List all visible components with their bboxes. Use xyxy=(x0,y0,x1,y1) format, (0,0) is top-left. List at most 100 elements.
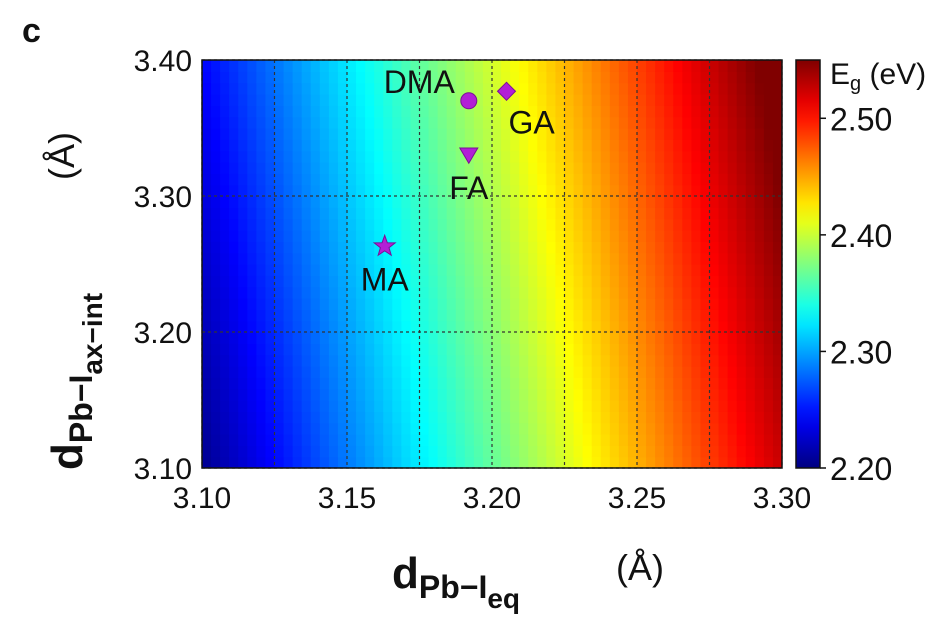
heatmap-cell xyxy=(356,105,366,118)
heatmap-cell xyxy=(519,230,529,242)
heatmap-cell xyxy=(582,422,593,435)
heatmap-cell xyxy=(573,332,584,344)
heatmap-cell xyxy=(772,60,782,72)
heatmap-cell xyxy=(446,309,457,322)
heatmap-cell xyxy=(492,207,502,220)
heatmap-cell xyxy=(627,150,638,163)
heatmap-cell xyxy=(727,388,738,401)
heatmap-cell xyxy=(763,241,774,254)
heatmap-cell xyxy=(446,105,457,118)
heatmap-cell xyxy=(455,150,466,163)
heatmap-cell xyxy=(772,162,782,174)
heatmap-cell xyxy=(519,388,529,401)
heatmap-cell xyxy=(555,320,566,333)
heatmap-cell xyxy=(510,241,520,254)
heatmap-cell xyxy=(745,422,756,435)
heatmap-cell xyxy=(247,150,257,163)
heatmap-cell xyxy=(600,71,611,84)
heatmap-cell xyxy=(410,445,421,458)
heatmap-cell xyxy=(437,230,448,242)
heatmap-cell xyxy=(637,400,647,412)
heatmap-cell xyxy=(528,150,538,163)
heatmap-cell xyxy=(772,71,782,84)
heatmap-cell xyxy=(501,196,511,208)
heatmap-cell xyxy=(691,196,702,208)
heatmap-cell xyxy=(591,456,602,468)
heatmap-cell xyxy=(709,184,720,197)
heatmap-cell xyxy=(564,445,575,458)
heatmap-cell xyxy=(772,264,782,276)
heatmap-cell xyxy=(401,298,412,310)
heatmap-cell xyxy=(419,173,430,186)
heatmap-cell xyxy=(655,434,665,446)
heatmap-cell xyxy=(274,411,285,424)
heatmap-cell xyxy=(736,275,747,288)
heatmap-cell xyxy=(772,116,782,129)
heatmap-cell xyxy=(682,116,692,129)
heatmap-cell xyxy=(763,184,774,197)
heatmap-cell xyxy=(374,264,384,276)
point-marker-ga xyxy=(496,81,517,101)
heatmap-cell xyxy=(229,252,239,265)
heatmap-cell xyxy=(700,94,711,106)
heatmap-cell xyxy=(428,218,439,231)
heatmap-cell xyxy=(310,332,321,344)
heatmap-cell xyxy=(319,60,330,72)
heatmap-cell xyxy=(528,343,538,356)
heatmap-cell xyxy=(591,275,602,288)
heatmap-cell xyxy=(419,116,430,129)
heatmap-cell xyxy=(392,139,402,152)
x-tick-label: 3.10 xyxy=(173,482,231,515)
heatmap-cell xyxy=(238,116,248,129)
heatmap-cell xyxy=(328,286,339,299)
heatmap-cell xyxy=(211,230,221,242)
heatmap-cell xyxy=(637,71,647,84)
heatmap-cell xyxy=(464,298,475,310)
heatmap-cell xyxy=(229,150,239,163)
heatmap-cell xyxy=(211,388,221,401)
heatmap-cell xyxy=(274,377,285,390)
heatmap-cell xyxy=(256,320,267,333)
heatmap-cell xyxy=(337,252,348,265)
heatmap-cell xyxy=(609,456,620,468)
heatmap-cell xyxy=(573,434,584,446)
heatmap-cell xyxy=(347,366,357,378)
heatmap-cell xyxy=(374,332,384,344)
heatmap-cell xyxy=(419,82,430,95)
heatmap-cell xyxy=(510,139,520,152)
heatmap-cell xyxy=(301,400,312,412)
heatmap-cell xyxy=(229,275,239,288)
heatmap-cell xyxy=(727,105,738,118)
heatmap-cell xyxy=(564,150,575,163)
heatmap-cell xyxy=(374,400,384,412)
heatmap-cell xyxy=(202,139,212,152)
heatmap-cell xyxy=(618,298,629,310)
heatmap-cell xyxy=(473,196,484,208)
heatmap-cell xyxy=(419,445,430,458)
heatmap-cell xyxy=(555,252,566,265)
heatmap-cell xyxy=(736,128,747,140)
heatmap-cell xyxy=(356,241,366,254)
heatmap-cell xyxy=(754,71,765,84)
heatmap-cell xyxy=(682,422,692,435)
heatmap-cell xyxy=(528,173,538,186)
heatmap-cell xyxy=(564,275,575,288)
heatmap-cell xyxy=(437,320,448,333)
heatmap-cell xyxy=(763,82,774,95)
heatmap-cell xyxy=(655,377,665,390)
heatmap-cell xyxy=(682,388,692,401)
heatmap-cell xyxy=(265,105,276,118)
heatmap-cell xyxy=(528,241,538,254)
heatmap-cell xyxy=(736,60,747,72)
heatmap-cell xyxy=(256,377,267,390)
heatmap-cell xyxy=(220,354,230,367)
x-axis-ticks: 3.10 3.15 3.20 3.25 3.30 xyxy=(173,482,811,515)
heatmap-cell xyxy=(646,207,656,220)
heatmap-cell xyxy=(727,82,738,95)
heatmap-cell xyxy=(573,71,584,84)
heatmap-cell xyxy=(637,82,647,95)
heatmap-cell xyxy=(646,366,656,378)
heatmap-cell xyxy=(401,366,412,378)
colorbar-label-unit: (eV) xyxy=(861,58,926,91)
heatmap-cell xyxy=(401,116,412,129)
